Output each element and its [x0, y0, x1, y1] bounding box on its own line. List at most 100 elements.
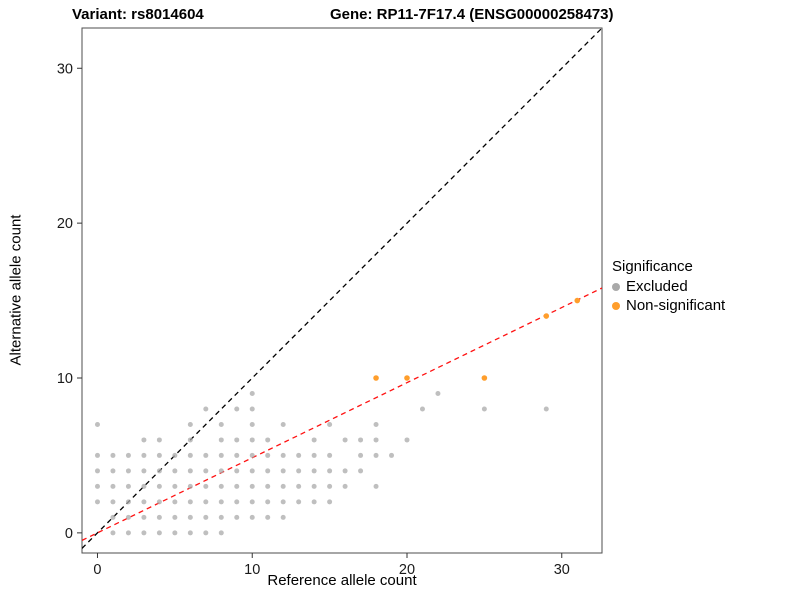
- data-point-excluded: [94, 468, 100, 474]
- data-point-excluded: [187, 483, 193, 489]
- data-point-excluded: [249, 437, 255, 443]
- data-point-excluded: [296, 499, 302, 505]
- data-point-excluded: [342, 468, 348, 474]
- data-point-excluded: [187, 421, 193, 427]
- data-point-excluded: [358, 468, 364, 474]
- data-point-excluded: [141, 530, 147, 536]
- data-point-excluded: [156, 499, 162, 505]
- data-point-excluded: [265, 483, 271, 489]
- data-point-excluded: [249, 514, 255, 520]
- data-point-excluded: [156, 514, 162, 520]
- data-point-excluded: [311, 452, 317, 458]
- y-tick-label: 10: [57, 371, 73, 387]
- data-point-excluded: [280, 468, 286, 474]
- y-tick-label: 30: [57, 61, 73, 77]
- data-point-excluded: [327, 483, 333, 489]
- data-point-excluded: [125, 514, 131, 520]
- data-point-excluded: [94, 421, 100, 427]
- data-point-excluded: [373, 421, 379, 427]
- data-point-excluded: [110, 468, 116, 474]
- data-point-excluded: [125, 483, 131, 489]
- data-point-excluded: [141, 499, 147, 505]
- data-point-excluded: [249, 468, 255, 474]
- data-point-excluded: [187, 514, 193, 520]
- y-tick-label: 0: [65, 526, 73, 542]
- legend-dot-icon: [612, 301, 620, 310]
- data-point-excluded: [156, 452, 162, 458]
- data-point-excluded: [327, 452, 333, 458]
- data-point-excluded: [234, 499, 240, 505]
- data-point-excluded: [280, 483, 286, 489]
- data-point-excluded: [249, 390, 255, 396]
- data-point-excluded: [141, 514, 147, 520]
- data-point-excluded: [203, 530, 209, 536]
- data-point-excluded: [342, 483, 348, 489]
- legend-dot-icon: [612, 282, 620, 291]
- data-point-excluded: [110, 530, 116, 536]
- data-point-excluded: [156, 483, 162, 489]
- data-point-excluded: [234, 437, 240, 443]
- data-point-non-significant: [404, 375, 410, 381]
- data-point-excluded: [218, 483, 224, 489]
- x-tick-label: 10: [244, 562, 260, 578]
- legend-item-label: Excluded: [626, 278, 688, 295]
- data-point-excluded: [187, 530, 193, 536]
- data-point-excluded: [280, 421, 286, 427]
- data-point-excluded: [218, 530, 224, 536]
- data-point-excluded: [218, 452, 224, 458]
- data-point-excluded: [342, 437, 348, 443]
- data-point-excluded: [172, 468, 178, 474]
- data-point-excluded: [125, 452, 131, 458]
- data-point-excluded: [249, 421, 255, 427]
- legend-items: Excluded Non-significant: [612, 278, 725, 314]
- data-point-excluded: [218, 514, 224, 520]
- data-point-excluded: [125, 499, 131, 505]
- data-point-excluded: [249, 406, 255, 412]
- data-point-excluded: [265, 499, 271, 505]
- data-point-excluded: [296, 483, 302, 489]
- legend: Significance Excluded Non-significant: [612, 258, 725, 316]
- data-point-excluded: [389, 452, 395, 458]
- data-point-excluded: [280, 514, 286, 520]
- data-point-excluded: [265, 468, 271, 474]
- identity-line: [82, 28, 602, 549]
- data-point-excluded: [203, 452, 209, 458]
- data-point-excluded: [234, 514, 240, 520]
- legend-item-non-significant: Non-significant: [612, 297, 725, 314]
- data-point-excluded: [156, 468, 162, 474]
- data-point-excluded: [218, 437, 224, 443]
- data-point-excluded: [203, 468, 209, 474]
- data-point-excluded: [311, 437, 317, 443]
- data-point-excluded: [327, 421, 333, 427]
- data-point-excluded: [203, 406, 209, 412]
- data-point-excluded: [249, 483, 255, 489]
- data-point-excluded: [265, 452, 271, 458]
- data-point-excluded: [358, 452, 364, 458]
- x-tick-label: 0: [93, 562, 101, 578]
- data-point-excluded: [172, 514, 178, 520]
- data-point-excluded: [125, 530, 131, 536]
- data-point-excluded: [280, 499, 286, 505]
- data-point-excluded: [234, 406, 240, 412]
- plot-title-gene: Gene: RP11-7F17.4 (ENSG00000258473): [330, 6, 614, 23]
- data-point-excluded: [156, 530, 162, 536]
- data-point-excluded: [373, 452, 379, 458]
- data-point-excluded: [234, 468, 240, 474]
- data-point-excluded: [141, 437, 147, 443]
- data-point-excluded: [234, 483, 240, 489]
- data-point-excluded: [94, 483, 100, 489]
- data-point-excluded: [404, 437, 410, 443]
- data-point-excluded: [373, 483, 379, 489]
- data-point-excluded: [280, 452, 286, 458]
- data-point-excluded: [218, 499, 224, 505]
- data-point-excluded: [187, 452, 193, 458]
- data-point-excluded: [296, 468, 302, 474]
- data-point-excluded: [265, 437, 271, 443]
- data-point-excluded: [327, 499, 333, 505]
- data-point-excluded: [481, 406, 487, 412]
- data-point-excluded: [141, 468, 147, 474]
- data-point-excluded: [203, 483, 209, 489]
- data-point-excluded: [358, 437, 364, 443]
- x-tick-label: 20: [399, 562, 415, 578]
